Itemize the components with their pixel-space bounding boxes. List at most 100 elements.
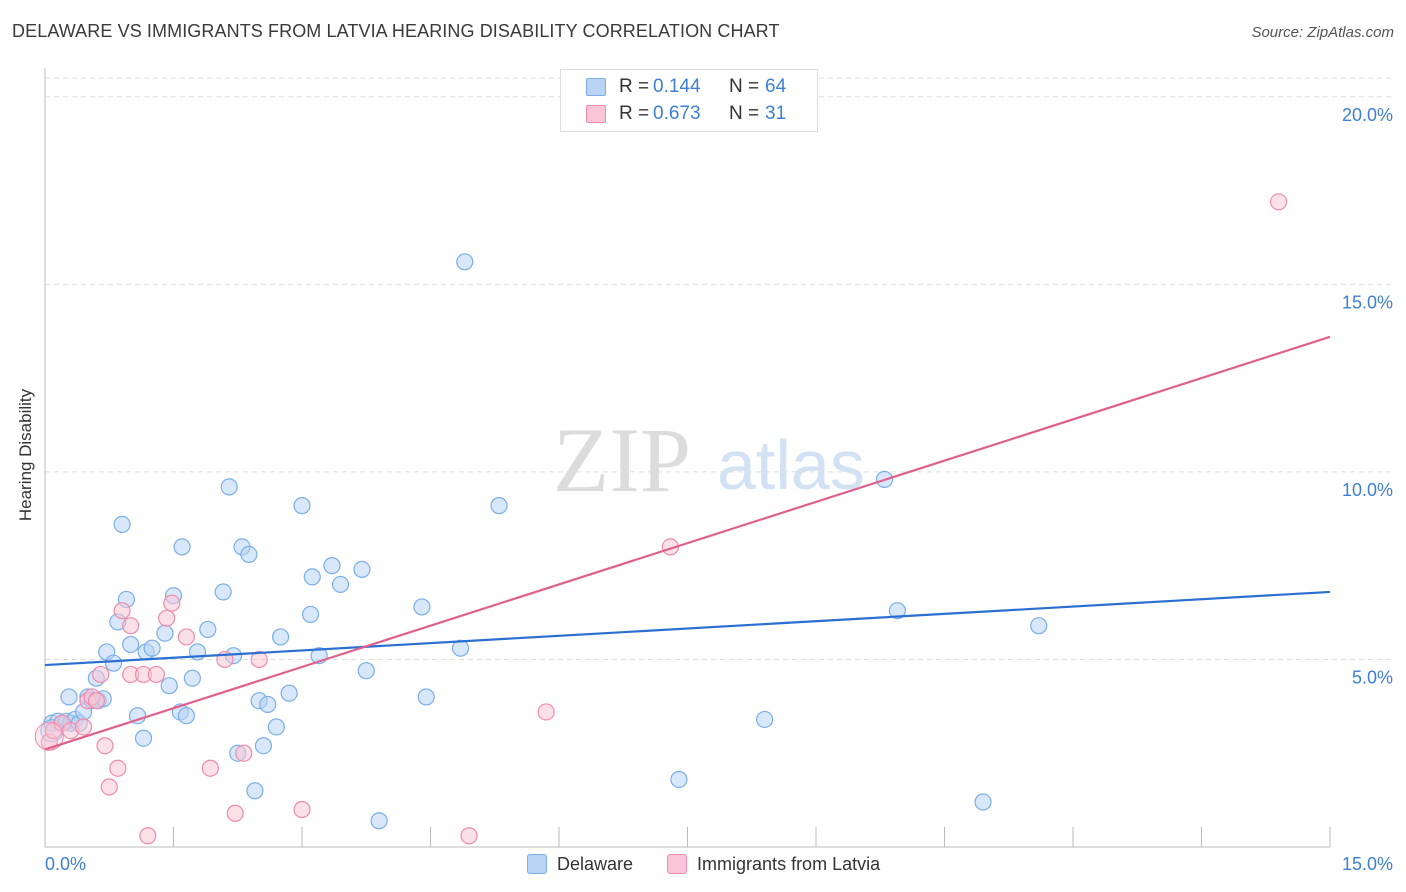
watermark: ZIP atlas bbox=[553, 409, 865, 511]
latvia-point bbox=[177, 628, 195, 646]
latvia-trend-line bbox=[44, 335, 1331, 751]
delaware-point bbox=[755, 710, 774, 729]
delaware-point bbox=[331, 575, 350, 594]
r-label: R = bbox=[619, 103, 650, 124]
delaware-point bbox=[183, 669, 201, 687]
delaware-point bbox=[113, 515, 131, 533]
delaware-point bbox=[280, 684, 298, 702]
source-label: Source: ZipAtlas.com bbox=[1251, 24, 1394, 41]
n-value: 64 bbox=[765, 76, 787, 97]
r-label: R = bbox=[619, 76, 650, 97]
delaware-point bbox=[413, 598, 431, 616]
latvia-point bbox=[100, 778, 118, 796]
delaware-trend-line bbox=[44, 590, 1331, 667]
latvia-point bbox=[139, 827, 157, 845]
delaware-point bbox=[357, 662, 375, 680]
latvia-swatch bbox=[667, 854, 688, 874]
delaware-point bbox=[128, 707, 147, 725]
delaware-point bbox=[156, 624, 174, 642]
chart-title: DELAWARE VS IMMIGRANTS FROM LATVIA HEARI… bbox=[12, 21, 780, 41]
latvia-point bbox=[460, 827, 478, 845]
delaware-point bbox=[240, 545, 258, 564]
legend-label-latvia: Immigrants from Latvia bbox=[697, 853, 881, 874]
delaware-point bbox=[122, 635, 140, 654]
latvia-point bbox=[147, 665, 165, 684]
delaware-point bbox=[60, 688, 78, 706]
delaware-point bbox=[456, 253, 474, 271]
latvia-point bbox=[122, 617, 140, 635]
delaware-point bbox=[451, 639, 470, 657]
delaware-point bbox=[220, 478, 238, 496]
series-legend: Delaware Immigrants from Latvia bbox=[527, 851, 914, 877]
trend-lines bbox=[44, 335, 1331, 751]
r-value: 0.144 bbox=[653, 76, 701, 97]
delaware-point bbox=[670, 770, 688, 789]
latvia-point bbox=[109, 759, 127, 777]
latvia-point bbox=[87, 692, 106, 710]
delaware-point bbox=[267, 718, 285, 736]
delaware-point bbox=[303, 568, 321, 586]
delaware-point bbox=[974, 793, 992, 811]
delaware-point bbox=[104, 654, 123, 672]
delaware-point bbox=[259, 695, 277, 714]
delaware-point bbox=[246, 782, 264, 800]
watermark-zip: ZIP bbox=[553, 409, 691, 511]
watermark-atlas: atlas bbox=[717, 426, 865, 504]
n-label: N = bbox=[729, 76, 760, 97]
delaware-point bbox=[134, 729, 153, 747]
latvia-point bbox=[226, 804, 244, 822]
delaware-point bbox=[177, 707, 195, 725]
tick-labels: 5.0% 10.0% 15.0% 20.0% 0.0% 15.0% bbox=[45, 105, 1393, 874]
delaware-point bbox=[214, 583, 232, 601]
latvia-point bbox=[92, 665, 110, 684]
delaware-point bbox=[271, 628, 290, 646]
delaware-point bbox=[293, 497, 311, 515]
latvia-points bbox=[34, 193, 1288, 845]
delaware-swatch bbox=[527, 854, 547, 874]
delaware-point bbox=[199, 620, 217, 639]
latvia-point bbox=[74, 718, 93, 736]
x-tick-label: 0.0% bbox=[45, 854, 86, 874]
r-value: 0.673 bbox=[653, 103, 701, 124]
latvia-point bbox=[34, 721, 64, 751]
legend-label-delaware: Delaware bbox=[557, 853, 634, 874]
latvia-point bbox=[537, 703, 555, 721]
n-label: N = bbox=[729, 103, 760, 124]
legend-item-latvia[interactable]: Immigrants from Latvia bbox=[667, 854, 880, 875]
legend-item-delaware[interactable]: Delaware bbox=[527, 854, 633, 875]
latvia-point bbox=[250, 650, 268, 669]
delaware-point bbox=[353, 560, 371, 579]
latvia-point bbox=[163, 594, 181, 612]
delaware-point bbox=[888, 602, 906, 620]
y-tick-label: 15.0% bbox=[1342, 292, 1393, 312]
axes bbox=[44, 68, 1331, 848]
y-tick-label: 10.0% bbox=[1342, 480, 1393, 500]
delaware-point bbox=[417, 688, 435, 706]
latvia-point bbox=[293, 800, 311, 819]
delaware-point bbox=[173, 538, 191, 556]
delaware-points bbox=[40, 253, 1048, 830]
delaware-point bbox=[370, 812, 388, 830]
delaware-point bbox=[301, 605, 320, 624]
latvia-point bbox=[113, 602, 131, 620]
delaware-point bbox=[490, 497, 508, 515]
delaware-point bbox=[323, 557, 341, 575]
delaware-point bbox=[143, 639, 161, 657]
delaware-point bbox=[1030, 617, 1048, 635]
delaware-point bbox=[254, 737, 273, 755]
y-tick-label: 20.0% bbox=[1342, 105, 1393, 125]
delaware-swatch bbox=[586, 78, 606, 96]
x-tick-label: 15.0% bbox=[1342, 854, 1393, 874]
delaware-point bbox=[160, 677, 178, 695]
latvia-point bbox=[96, 737, 114, 755]
latvia-point bbox=[201, 759, 219, 777]
latvia-point bbox=[158, 609, 176, 627]
latvia-point bbox=[1269, 193, 1288, 211]
latvia-point bbox=[235, 744, 253, 762]
stats-legend: R = 0.144 N = 64 R = 0.673 N = 31 bbox=[560, 69, 818, 132]
n-value: 31 bbox=[765, 103, 787, 124]
latvia-swatch bbox=[586, 105, 606, 123]
gridlines bbox=[45, 77, 1392, 660]
y-tick-label: 5.0% bbox=[1352, 667, 1393, 687]
